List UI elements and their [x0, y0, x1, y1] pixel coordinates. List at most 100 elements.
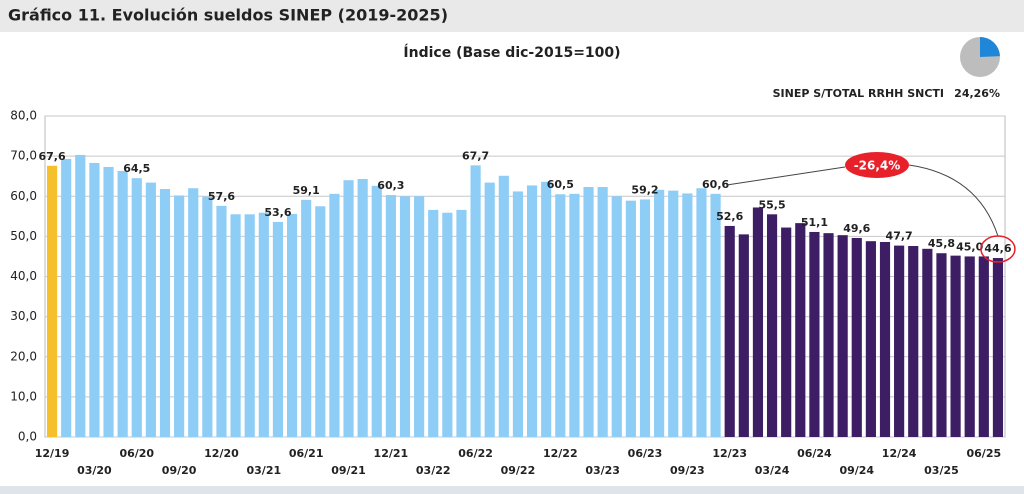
- annotation-oval: [845, 152, 909, 178]
- bar: [851, 237, 862, 437]
- value-label: 51,1: [801, 216, 828, 229]
- value-label: 47,7: [886, 230, 913, 243]
- bar: [766, 214, 778, 437]
- bar: [894, 245, 905, 437]
- x-tick-label: 12/24: [882, 447, 917, 460]
- bar: [978, 256, 989, 437]
- bar: [908, 246, 919, 437]
- y-tick-label: 60,0: [10, 189, 37, 203]
- bar: [399, 196, 411, 437]
- bar: [922, 248, 933, 437]
- annotation-text: -26,4%: [854, 159, 901, 173]
- bar: [498, 175, 509, 437]
- x-tick-label: 09/20: [162, 464, 197, 477]
- value-label: 64,5: [123, 162, 150, 175]
- x-tick-label: 09/21: [331, 464, 366, 477]
- indicator-value: 24,26%: [954, 87, 1000, 100]
- x-tick-label: 12/19: [35, 447, 70, 460]
- x-tick-label: 03/24: [755, 464, 790, 477]
- bar: [188, 188, 199, 437]
- bar: [837, 235, 848, 437]
- value-label: 60,5: [547, 178, 574, 191]
- y-tick-label: 70,0: [10, 149, 37, 163]
- value-label: 49,6: [843, 222, 870, 235]
- bar: [343, 180, 354, 437]
- bar: [103, 166, 114, 438]
- value-label: 53,6: [264, 206, 291, 219]
- bar: [202, 196, 213, 437]
- bar: [456, 209, 467, 437]
- value-label: 67,7: [462, 149, 489, 162]
- value-label: 60,6: [702, 178, 729, 191]
- bar: [668, 190, 679, 437]
- x-tick-label: 12/22: [543, 447, 578, 460]
- bar: [385, 195, 396, 437]
- x-tick-label: 06/22: [458, 447, 493, 460]
- bar: [992, 258, 1004, 437]
- bar: [964, 256, 975, 437]
- bar: [625, 200, 636, 437]
- bar: [936, 253, 947, 437]
- bar: [809, 231, 820, 437]
- value-label: 45,8: [928, 237, 955, 250]
- bar: [272, 221, 284, 437]
- bar: [75, 154, 86, 437]
- bar: [950, 255, 961, 437]
- header-title: Gráfico 11. Evolución sueldos SINEP (201…: [8, 6, 448, 25]
- annotation-line: [727, 166, 846, 186]
- bar: [738, 234, 749, 437]
- x-tick-label: 12/21: [374, 447, 409, 460]
- bar: [526, 185, 538, 437]
- bar: [244, 214, 255, 437]
- bar: [145, 182, 156, 437]
- bar: [639, 199, 651, 437]
- bar: [230, 214, 241, 437]
- x-tick-label: 12/23: [712, 447, 747, 460]
- x-tick-label: 03/25: [924, 464, 959, 477]
- x-tick-label: 06/21: [289, 447, 324, 460]
- bar: [484, 182, 495, 437]
- bar: [159, 189, 171, 437]
- x-tick-label: 03/22: [416, 464, 451, 477]
- value-label: 55,5: [758, 198, 785, 211]
- bar: [823, 233, 834, 437]
- x-tick-label: 06/23: [628, 447, 663, 460]
- bar: [357, 178, 368, 437]
- y-tick-label: 30,0: [10, 309, 37, 323]
- x-tick-label: 12/20: [204, 447, 239, 460]
- value-label: 44,6: [984, 242, 1011, 255]
- bar: [696, 188, 707, 437]
- bar: [117, 170, 128, 437]
- bar: [541, 181, 552, 437]
- bar: [865, 241, 876, 437]
- bar: [315, 206, 326, 437]
- value-label: 67,6: [38, 150, 65, 163]
- x-tick-label: 03/21: [247, 464, 282, 477]
- bar: [781, 227, 792, 437]
- x-tick-label: 06/25: [967, 447, 1002, 460]
- header-band: [0, 0, 1024, 32]
- y-tick-label: 40,0: [10, 269, 37, 283]
- x-tick-label: 09/22: [501, 464, 536, 477]
- bar: [286, 213, 298, 437]
- indicator-label: SINEP S/TOTAL RRHH SNCTI: [773, 87, 944, 100]
- bar: [89, 162, 100, 438]
- bar: [216, 205, 227, 437]
- bar: [569, 193, 580, 437]
- bar: [555, 194, 566, 437]
- footer-band: [0, 486, 1024, 494]
- value-label: 57,6: [208, 190, 235, 203]
- x-tick-label: 09/24: [839, 464, 874, 477]
- bar: [512, 191, 524, 437]
- bar: [879, 241, 891, 437]
- value-label: 59,1: [293, 184, 320, 197]
- chart-title: Índice (Base dic-2015=100): [403, 44, 620, 61]
- bar: [710, 193, 721, 437]
- y-tick-label: 0,0: [18, 430, 37, 444]
- bar: [724, 225, 735, 437]
- y-tick-label: 20,0: [10, 349, 37, 363]
- bar: [611, 196, 622, 437]
- bar: [654, 189, 665, 437]
